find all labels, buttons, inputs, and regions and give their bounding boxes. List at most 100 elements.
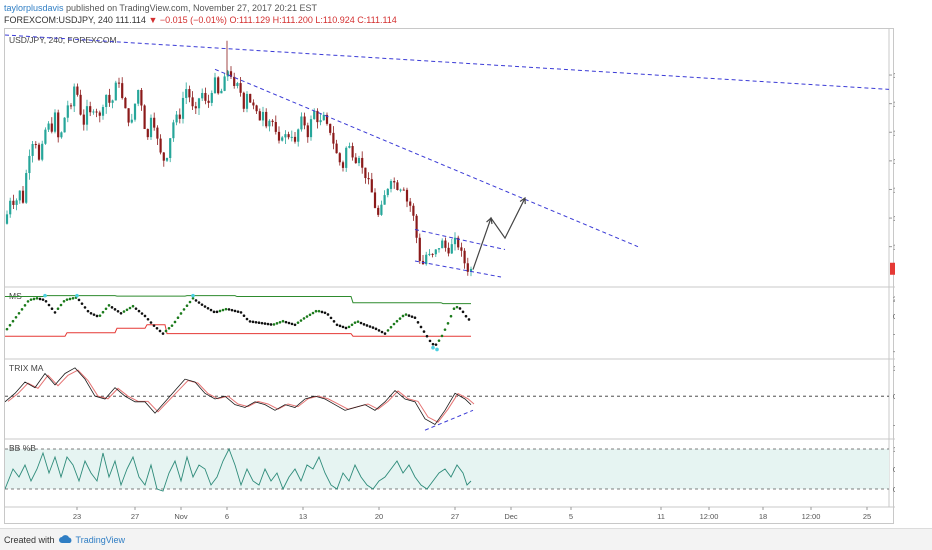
candle-body [268,120,271,127]
chart-svg[interactable]: USD/JPY, 240, FOREXCOM 111.500 112.000 112.… [5,29,895,525]
ms-point [113,308,117,311]
candle-body [306,125,309,138]
ms-point [434,343,438,346]
ms-point [206,306,210,310]
candle-body [210,92,213,103]
candle-body [207,100,210,103]
ms-point [356,320,360,323]
ms-point [350,323,354,327]
ms-point [278,320,282,324]
ms-signal-point [431,345,435,350]
tradingview-logo[interactable]: TradingView [58,535,125,545]
y-tick-label: 112.500 [893,185,895,194]
candle-body [188,89,191,98]
bb-y-tick-label: 1.0000 [893,445,895,454]
ms-point [440,334,444,338]
y-tick-label: 113.500 [893,128,895,137]
candle-body [82,114,85,125]
candle-body [444,240,447,248]
candle-body [121,83,124,98]
ms-point [101,310,105,314]
candle-body [239,83,242,93]
ms-point [269,323,273,326]
candle-body [127,108,130,123]
published-text: published on TradingView.com, November 2… [66,3,318,13]
candle-body [293,136,297,142]
ms-point [389,325,393,329]
candle-body [252,102,255,106]
ms-point [443,328,447,331]
ms-point [416,321,420,324]
ms-point [188,300,192,304]
candle-body [345,147,348,168]
candle-body [25,173,28,203]
ms-point [251,320,255,324]
chart-area[interactable]: USD/JPY, 240, FOREXCOM 111.500 112.000 112.… [4,28,895,525]
candle-body [108,94,111,103]
bb-line [5,447,472,492]
candle-body [229,71,233,77]
candle-body [396,182,399,190]
ms-point [122,310,126,313]
candle-body [418,237,421,261]
candle-body [15,200,18,205]
ms-point [257,321,261,325]
bb-y-tick-label: 0.5000 [893,465,895,474]
ms-point [44,299,48,303]
ms-point [59,303,63,307]
ms-point [29,298,33,301]
ms-point [35,296,39,300]
candle-body [66,105,69,118]
x-tick-label: 25 [863,512,871,521]
ms-lower-band [5,324,471,337]
ms-point [377,329,381,332]
ms-point [449,314,453,318]
ms-point [203,305,207,308]
ms-point [26,300,30,303]
candle-body [28,155,31,174]
candle-body [172,122,175,139]
ms-point [176,316,180,320]
ms-point [464,314,468,318]
ms-point [290,322,294,326]
change-value: −0.015 (−0.01%) [159,15,227,25]
candle-body [261,111,265,121]
x-tick-label: 27 [451,512,459,521]
candle-body [220,90,223,94]
ms-point [137,309,141,313]
candle-body [402,189,405,191]
candle-body [133,103,137,120]
candle-body [460,247,463,251]
candle-body [351,146,354,158]
ms-point [71,296,75,300]
ms-point [302,317,306,320]
ms-point [461,310,465,314]
ms-point [398,317,402,320]
candle-body [111,100,114,103]
ms-point [404,313,408,316]
candle-body [415,215,418,238]
x-tick-label: 11 [657,512,665,521]
projection-arrowhead [486,216,493,225]
ms-point [311,311,315,315]
open-value: O:111.129 [229,15,271,25]
author-link[interactable]: taylorplusdavis [4,3,64,13]
ms-point [419,325,423,329]
ms-point [131,304,135,308]
candle-body [124,97,127,109]
candle-body [101,107,105,116]
price-tag-marker [890,262,895,275]
ms-point [95,314,99,318]
ms-point [227,308,231,311]
created-with-text: Created with [4,534,55,545]
candle-body [213,77,217,93]
ms-point [32,297,36,301]
candle-body [201,92,204,99]
ms-point [167,326,171,330]
ms-point [104,307,108,311]
ms-point [8,323,12,327]
candle-body [191,97,194,107]
candle-body [21,190,25,203]
ms-point [242,314,246,318]
ms-point [161,332,165,335]
